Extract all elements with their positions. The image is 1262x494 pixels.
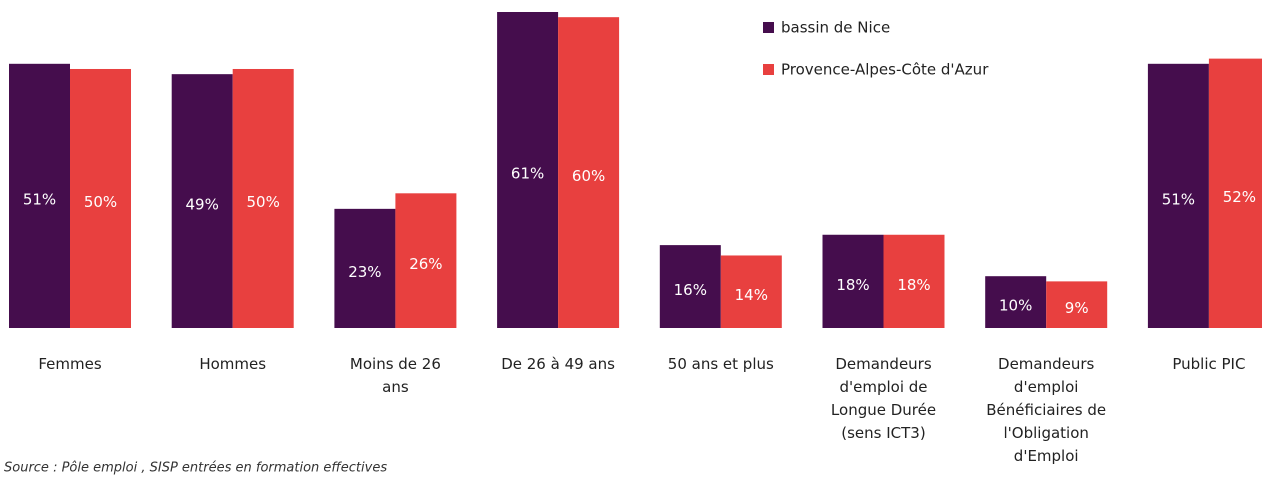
bar	[70, 68, 131, 328]
bar	[985, 276, 1047, 328]
bar	[9, 63, 70, 328]
category-label: Hommes	[199, 355, 266, 373]
category-label: Demandeurs d'emploi de Longue Durée (sens I…	[831, 355, 936, 442]
category-label: Public PIC	[1172, 355, 1245, 373]
category-label: Demandeurs d'emploi Bénéficiaires de l'Obli…	[986, 355, 1106, 465]
legend-label: Provence-Alpes-Côte d'Azur	[781, 61, 989, 79]
legend-swatch	[763, 22, 774, 33]
value-label: 23%	[348, 263, 381, 281]
value-label: 50%	[247, 193, 280, 211]
bar	[497, 12, 559, 328]
value-label: 52%	[1223, 188, 1256, 206]
bar	[232, 68, 294, 328]
bar	[659, 245, 721, 328]
bar	[1046, 281, 1108, 328]
legend-label: bassin de Nice	[781, 19, 890, 37]
category-label: Femmes	[38, 355, 101, 373]
value-label: 49%	[186, 196, 219, 214]
value-label: 50%	[84, 193, 117, 211]
value-label: 18%	[897, 276, 930, 294]
bar	[395, 193, 457, 328]
value-label: 51%	[23, 190, 56, 208]
bar	[883, 234, 945, 328]
value-label: 10%	[999, 297, 1032, 315]
bar	[171, 74, 233, 328]
value-label: 60%	[572, 167, 605, 185]
category-label: De 26 à 49 ans	[501, 355, 615, 373]
value-label: 16%	[674, 281, 707, 299]
value-label: 18%	[836, 276, 869, 294]
bar	[720, 255, 782, 328]
value-label: 51%	[1162, 190, 1195, 208]
value-label: 26%	[409, 255, 442, 273]
source-note: Source : Pôle emploi , SISP entrées en f…	[4, 461, 387, 476]
value-label: 61%	[511, 165, 544, 183]
bar	[558, 17, 620, 328]
category-label: 50 ans et plus	[668, 355, 774, 373]
bar	[1147, 63, 1209, 328]
category-label: Moins de 26 ans	[350, 355, 441, 396]
bar	[1208, 58, 1262, 328]
bar	[822, 234, 884, 328]
legend-swatch	[763, 64, 774, 75]
value-label: 14%	[735, 286, 768, 304]
value-label: 9%	[1065, 299, 1089, 317]
bar	[334, 208, 396, 328]
